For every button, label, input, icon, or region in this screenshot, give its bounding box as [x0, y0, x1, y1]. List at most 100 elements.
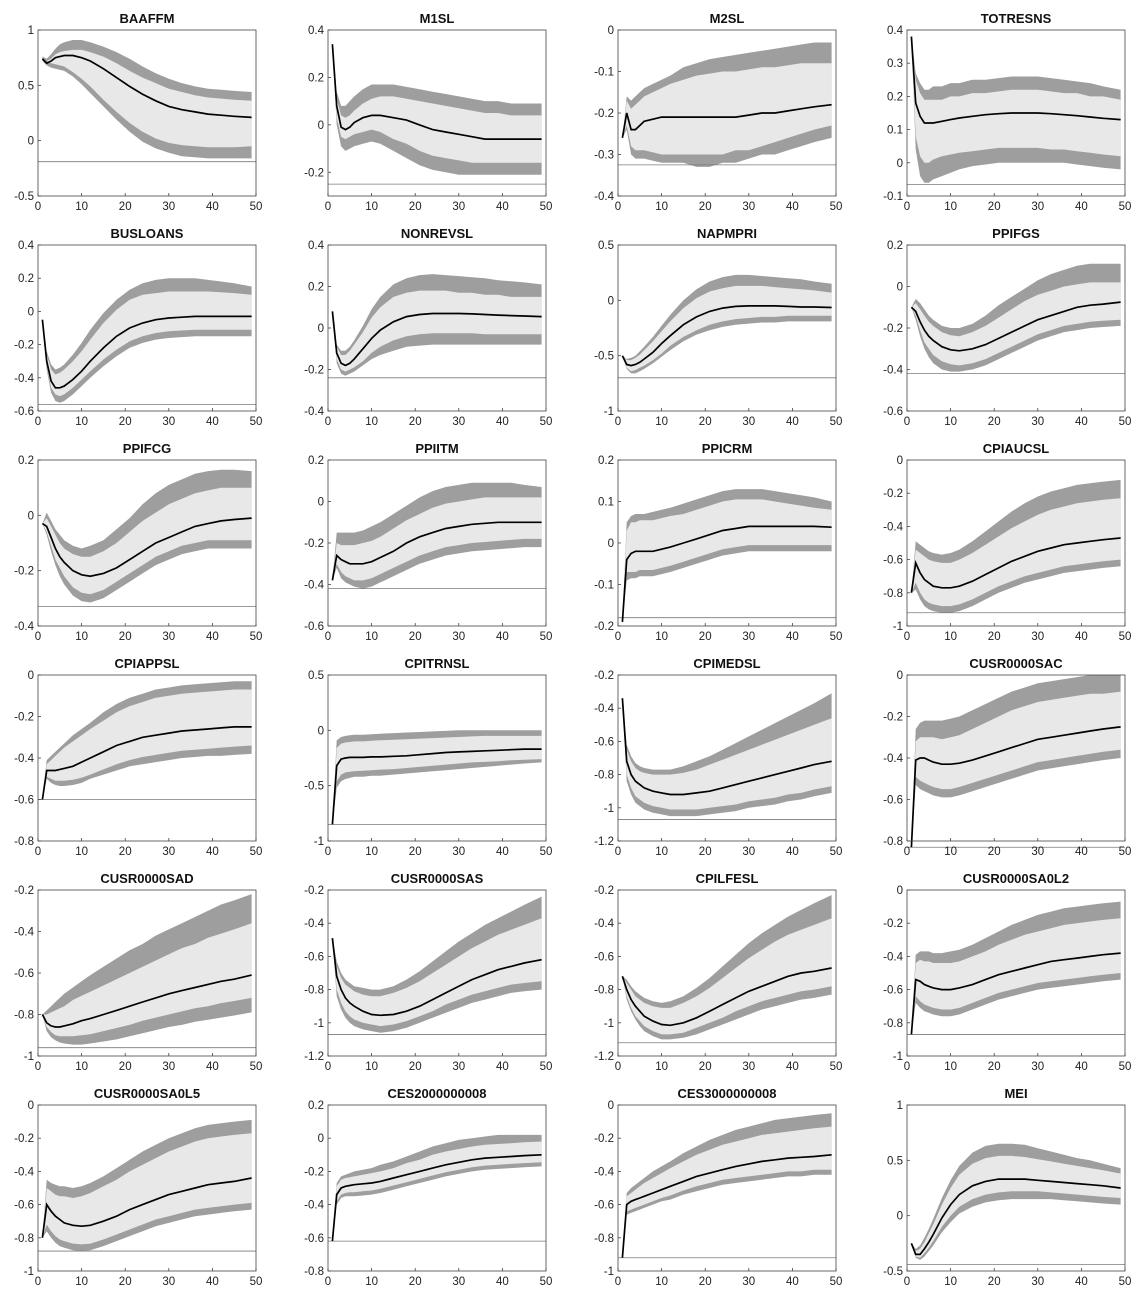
- x-tick-label: 10: [944, 846, 957, 858]
- plot-area: [618, 245, 836, 411]
- x-tick-label: 20: [699, 631, 712, 643]
- y-tick-label: -0.6: [304, 621, 324, 633]
- median-line: [331, 1153, 542, 1242]
- x-tick-label: 0: [904, 416, 910, 428]
- x-tick-label: 50: [1119, 1276, 1132, 1288]
- y-tick-label: -0.6: [14, 968, 34, 980]
- y-tick-label: -1.2: [594, 836, 614, 848]
- x-tick-label: 0: [325, 846, 331, 858]
- x-tick-label: 40: [1075, 1061, 1088, 1073]
- y-tick-label: -0.8: [304, 985, 324, 997]
- x-tick-label: 40: [786, 1061, 799, 1073]
- x-tick-label: 10: [75, 631, 88, 643]
- y-tick-label: 0: [608, 295, 614, 307]
- y-tick-label: -0.2: [304, 1166, 324, 1178]
- x-tick-label: 10: [655, 631, 668, 643]
- inner-band: [332, 497, 542, 581]
- panel-ppifcg: PPIFCG 0 10 20 30 40 50 -0.4 -0.2 0 0.2: [14, 441, 262, 643]
- y-tick-label: -0.6: [14, 406, 34, 418]
- panel-cpitrnsl: CPITRNSL 0 10 20 30 40 50 -1 -0.5 0 0.5: [304, 656, 552, 858]
- x-tick-label: 50: [540, 1061, 553, 1073]
- y-tick-label: -1.2: [594, 1051, 614, 1063]
- y-tick-label: -0.4: [304, 406, 324, 418]
- panel-title: CPITRNSL: [405, 656, 470, 671]
- axes-frame: [906, 1104, 1126, 1272]
- y-tick-label: 0: [897, 1211, 903, 1223]
- y-tick-label: -0.8: [594, 985, 614, 997]
- y-tick-label: -0.5: [594, 351, 614, 363]
- x-tick-label: 50: [1119, 416, 1132, 428]
- median-line: [331, 44, 542, 140]
- y-tick-label: 0: [897, 670, 903, 682]
- median-line: [41, 974, 252, 1028]
- median-line: [331, 938, 542, 1017]
- x-tick-label: 10: [655, 846, 668, 858]
- x-tick-label: 40: [496, 631, 509, 643]
- panel-title: CPIMEDSL: [693, 656, 760, 671]
- y-tick-label: -0.6: [304, 951, 324, 963]
- y-tick-label: -0.4: [594, 703, 614, 715]
- x-tick-label: 20: [409, 846, 422, 858]
- panel-cusr0000sac: CUSR0000SAC 0 10 20 30 40 50 -0.8 -0.6 -0.4 -0.2 0: [883, 656, 1131, 858]
- x-tick-label: 30: [162, 631, 175, 643]
- x-tick-label: 40: [1075, 631, 1088, 643]
- x-tick-label: 0: [615, 846, 621, 858]
- y-tick-label: -0.8: [594, 770, 614, 782]
- median-line: [41, 54, 252, 119]
- panel-title: PPIFGS: [992, 226, 1040, 241]
- panel-busloans: BUSLOANS 0 10 20 30 40 50 -0.6 -0.4 -0.2 0 0.2 0.4: [14, 226, 262, 428]
- y-tick-label: -0.8: [14, 1233, 34, 1245]
- x-tick-label: 40: [1075, 416, 1088, 428]
- y-tick-label: 0: [318, 1133, 324, 1145]
- y-tick-label: -0.5: [304, 781, 324, 793]
- x-tick-label: 50: [1119, 1061, 1132, 1073]
- panel-ppicrm: PPICRM 0 10 20 30 40 50 -0.2 -0.1 0 0.1 0.2: [594, 441, 842, 643]
- panel-cusr0000sa0l2: CUSR0000SA0L2 0 10 20 30 40 50 -1 -0.8 -0.6 -0.4 -0…: [883, 871, 1131, 1073]
- y-tick-label: 0: [608, 538, 614, 550]
- x-tick-label: 10: [655, 416, 668, 428]
- x-tick-label: 20: [988, 631, 1001, 643]
- x-tick-label: 20: [409, 1276, 422, 1288]
- axes-frame: [327, 29, 547, 197]
- y-tick-label: -0.2: [594, 621, 614, 633]
- median-line: [910, 36, 1121, 124]
- x-tick-label: 50: [540, 201, 553, 213]
- y-tick-label: -0.4: [883, 753, 903, 765]
- y-tick-label: -0.2: [14, 340, 34, 352]
- y-tick-label: -0.2: [304, 365, 324, 377]
- inner-band: [42, 487, 252, 595]
- x-tick-label: 40: [496, 846, 509, 858]
- x-tick-label: 10: [365, 1276, 378, 1288]
- y-tick-label: 0: [28, 510, 34, 522]
- x-tick-label: 50: [1119, 631, 1132, 643]
- inner-band: [622, 698, 832, 810]
- panel-title: BUSLOANS: [111, 226, 184, 241]
- y-tick-label: 0: [28, 1100, 34, 1112]
- y-tick-label: -0.2: [14, 1133, 34, 1145]
- x-tick-label: 50: [540, 846, 553, 858]
- panel-title: TOTRESNS: [981, 11, 1052, 26]
- panel-title: CUSR0000SA0L5: [94, 1086, 200, 1101]
- axes-frame: [906, 459, 1126, 627]
- x-tick-label: 50: [540, 631, 553, 643]
- x-tick-label: 0: [904, 1061, 910, 1073]
- inner-band: [622, 285, 832, 372]
- y-tick-label: -0.4: [14, 927, 34, 939]
- x-tick-label: 30: [742, 1061, 755, 1073]
- x-tick-label: 20: [409, 631, 422, 643]
- inner-band: [332, 290, 542, 372]
- x-tick-label: 30: [162, 416, 175, 428]
- x-tick-label: 40: [206, 631, 219, 643]
- x-tick-label: 40: [1075, 846, 1088, 858]
- outer-band: [622, 895, 832, 1040]
- y-tick-label: -0.2: [14, 885, 34, 897]
- x-tick-label: 0: [904, 846, 910, 858]
- axes-frame: [37, 244, 257, 412]
- panel-title: CPIAUCSL: [983, 441, 1050, 456]
- x-tick-label: 20: [119, 201, 132, 213]
- y-tick-label: -0.8: [883, 836, 903, 848]
- x-tick-label: 30: [742, 846, 755, 858]
- y-tick-label: -1: [314, 1018, 324, 1030]
